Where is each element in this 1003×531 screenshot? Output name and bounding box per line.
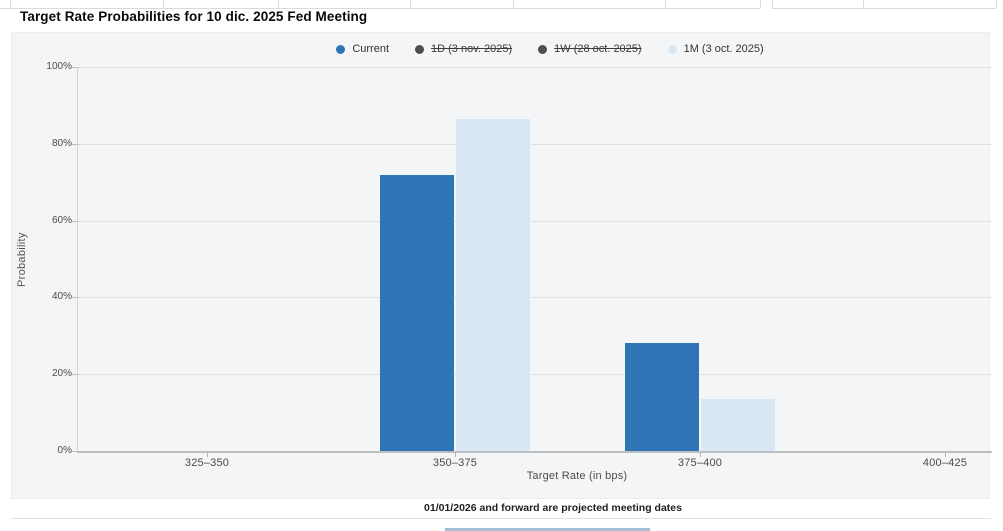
x-axis-title: Target Rate (in bps) — [526, 470, 628, 482]
legend-swatch-icon — [667, 44, 677, 54]
x-tick — [700, 453, 701, 457]
page-title: Target Rate Probabilities for 10 dic. 20… — [20, 9, 368, 24]
y-tick-label: 100% — [46, 61, 72, 72]
bottom-divider — [11, 518, 991, 519]
y-tick-label: 20% — [51, 368, 72, 380]
y-tick-label: 40% — [51, 291, 72, 303]
gridline-80% — [78, 143, 992, 145]
meeting-tab-strip-segment[interactable] — [772, 0, 996, 9]
y-tick-label: 80% — [51, 137, 72, 149]
y-tick — [72, 143, 77, 145]
meeting-tab-divider — [10, 0, 11, 8]
bar-current-350–375[interactable] — [380, 175, 454, 451]
bar-1m-375–400[interactable] — [701, 399, 775, 451]
meeting-tab-strip-segment[interactable] — [0, 0, 760, 9]
meeting-tab-divider — [513, 0, 514, 8]
bar-current-375–400[interactable] — [625, 342, 699, 451]
meeting-tab-divider — [772, 0, 773, 8]
meeting-tab-divider — [996, 0, 997, 8]
bar-1m-350–375[interactable] — [456, 119, 530, 451]
footer-note: 01/01/2026 and forward are projected mee… — [424, 502, 682, 514]
x-category-label: 375–400 — [677, 457, 723, 469]
legend-item-1d[interactable]: 1D (3 nov. 2025) — [415, 43, 512, 55]
legend-label: 1W (28 oct. 2025) — [554, 43, 642, 55]
chart-legend: Current 1D (3 nov. 2025) 1W (28 oct. 2025)… — [100, 43, 1000, 55]
y-tick — [72, 67, 77, 68]
legend-label: Current — [352, 43, 390, 55]
gridline-60% — [78, 220, 992, 222]
y-tick — [72, 297, 77, 299]
y-axis-title: Probability — [16, 232, 28, 288]
legend-item-1m[interactable]: 1M (3 oct. 2025) — [667, 43, 764, 55]
meeting-tab-divider — [163, 0, 164, 8]
x-category-label: 325–350 — [184, 457, 230, 469]
meeting-tab-divider — [665, 0, 666, 8]
x-tick — [945, 453, 946, 457]
legend-item-current[interactable]: Current — [336, 43, 389, 55]
x-axis-line — [77, 451, 992, 453]
meeting-tab-divider — [760, 0, 761, 8]
x-tick — [207, 453, 208, 457]
x-category-label: 400–425 — [922, 457, 968, 469]
legend-swatch-icon — [336, 44, 346, 54]
legend-label: 1D (3 nov. 2025) — [431, 43, 513, 55]
gridline-40% — [78, 297, 992, 299]
legend-label: 1M (3 oct. 2025) — [683, 43, 764, 55]
meeting-tab-divider — [863, 0, 864, 8]
y-axis-line — [77, 67, 78, 451]
y-tick — [72, 220, 77, 222]
gridline-100% — [78, 67, 992, 68]
y-tick-label: 60% — [51, 214, 72, 226]
y-tick-label: 0% — [57, 445, 72, 456]
bottom-accent-bar — [445, 528, 650, 531]
y-tick — [72, 374, 77, 376]
legend-item-1w[interactable]: 1W (28 oct. 2025) — [538, 43, 642, 55]
meeting-tab-divider — [410, 0, 411, 8]
meeting-tab-divider — [278, 0, 279, 8]
gridline-20% — [78, 374, 992, 376]
x-tick — [455, 453, 456, 457]
y-tick — [72, 451, 77, 452]
x-category-label: 350–375 — [432, 457, 478, 469]
legend-swatch-icon — [415, 44, 425, 54]
legend-swatch-icon — [538, 44, 548, 54]
